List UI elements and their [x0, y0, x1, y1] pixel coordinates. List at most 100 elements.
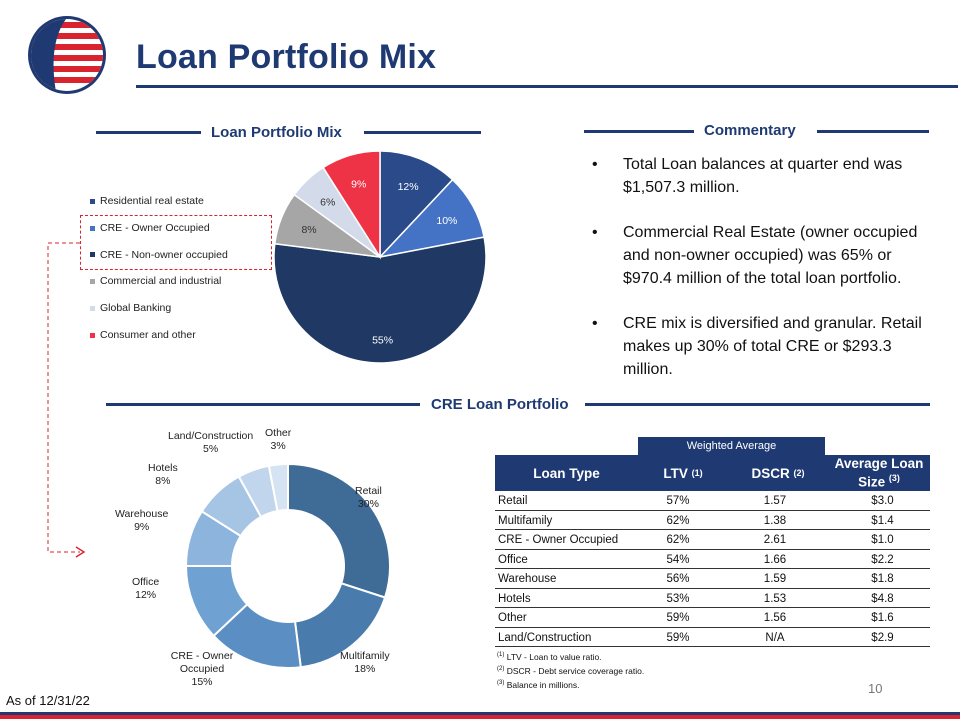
footer-bar-red — [0, 715, 960, 719]
legend-item-residential-real-estate: Residential real estate — [90, 195, 204, 207]
donut-slice-other — [267, 462, 289, 513]
legend-label: Residential real estate — [100, 195, 204, 207]
header-ltv: LTV (1) — [663, 465, 703, 481]
donut-category-label: Office — [132, 576, 160, 588]
pie-slice-residential-real-estate — [379, 150, 454, 259]
donut-slice-multifamily — [293, 582, 387, 669]
commentary-text: Total Loan balances at quarter end was $… — [623, 156, 903, 196]
commentary-text: Commercial Real Estate (owner occupied a… — [623, 224, 918, 287]
table-cell-dscr: 1.59 — [763, 573, 787, 585]
table-cell-type: Retail — [498, 495, 528, 507]
donut-label-hotels: Hotels 8% — [148, 462, 178, 488]
legend-item-cre-owner-occupied: CRE - Owner Occupied — [90, 222, 210, 234]
commentary-section-heading: Commentary — [704, 122, 796, 139]
donut-value-label: 12% — [135, 589, 157, 601]
pie-slice-cre-non-owner-occupied — [273, 236, 487, 364]
donut-category-label: Land/Construction — [168, 430, 254, 442]
as-of-date: As of 12/31/22 — [6, 693, 90, 708]
table-header-row: Loan Type LTV (1) DSCR (2) Average Loan … — [495, 455, 930, 491]
footnote-text: DSCR - Debt service coverage ratio. — [506, 666, 645, 676]
table-cell-type: Office — [498, 553, 528, 566]
cre-heading-rule-right — [585, 403, 930, 406]
bullet-dot: • — [592, 156, 598, 173]
pie-data-label: 10% — [436, 215, 457, 227]
pie-data-label: 55% — [372, 335, 393, 347]
donut-slice-retail — [287, 462, 391, 599]
cre-callout-box — [80, 215, 272, 270]
cre-heading-rule-left — [106, 403, 420, 406]
table-cell-type: Land/Construction — [498, 631, 592, 644]
table-cell-type: CRE - Owner Occupied — [498, 534, 619, 546]
donut-category-label: Warehouse — [115, 508, 169, 520]
table-row: Warehouse 56% 1.59 $1.8 — [495, 569, 930, 589]
table-cell-type: Multifamily — [498, 514, 553, 527]
page-number: 10 — [868, 681, 883, 696]
footer-bar-navy — [0, 712, 960, 715]
header-loan-type: Loan Type — [533, 465, 600, 481]
table-cell-type: Other — [498, 612, 527, 624]
pie-data-label: 12% — [398, 181, 419, 193]
bullet-dot: • — [592, 224, 598, 241]
table-cell-size: $2.9 — [871, 631, 894, 644]
footnote-mark: (2) — [497, 666, 505, 673]
donut-label-warehouse: Warehouse 9% — [115, 508, 168, 534]
legend-item-global-banking: Global Banking — [90, 302, 171, 314]
table-row: Other 59% 1.56 $1.6 — [495, 608, 930, 628]
table-row: CRE - Owner Occupied 62% 2.61 $1.0 — [495, 530, 930, 550]
table-cell-ltv: 62% — [666, 534, 690, 546]
table-row: Retail 57% 1.57 $3.0 — [495, 491, 930, 511]
pie-data-label: 6% — [320, 196, 335, 208]
pie-slice-consumer-and-other — [322, 150, 381, 260]
footnote-mark: (1) — [497, 652, 505, 659]
footnote-text: LTV - Loan to value ratio. — [506, 652, 602, 662]
table-cell-dscr: 1.38 — [763, 514, 787, 527]
pie-heading-rule-right — [364, 131, 481, 134]
table-cell-size: $1.4 — [871, 514, 894, 527]
table-cell-dscr: 1.53 — [763, 592, 787, 605]
legend-item-commercial-and-industrial: Commercial and industrial — [90, 275, 221, 287]
table-row: Office 54% 1.66 $2.2 — [495, 550, 930, 569]
table-footnote: (1) LTV - Loan to value ratio. — [497, 652, 602, 662]
donut-value-label: 8% — [155, 475, 171, 487]
legend-swatch — [90, 279, 95, 285]
table-cell-type: Warehouse — [498, 573, 557, 585]
table-cell-size: $1.0 — [871, 534, 894, 546]
legend-swatch — [90, 225, 95, 231]
table-cell-type: Hotels — [498, 592, 531, 605]
legend-swatch — [90, 332, 95, 338]
table-cell-ltv: 56% — [666, 573, 690, 585]
footnote-text: Balance in millions. — [506, 680, 580, 690]
legend-swatch — [90, 198, 95, 204]
table-cell-ltv: 54% — [666, 553, 690, 566]
header-dscr: DSCR (2) — [751, 465, 805, 481]
table-cell-ltv: 62% — [666, 514, 690, 527]
legend-swatch — [90, 305, 95, 311]
table-cell-ltv: 57% — [666, 495, 690, 507]
table-cell-size: $3.0 — [871, 495, 894, 507]
cre-portfolio-donut-chart — [184, 462, 391, 669]
table-cell-dscr: 1.66 — [763, 553, 787, 566]
title-underline — [136, 85, 958, 88]
commentary-text: CRE mix is diversified and granular. Ret… — [623, 315, 922, 378]
table-cell-ltv: 59% — [666, 631, 690, 644]
donut-category-label: Hotels — [148, 462, 178, 474]
cre-section-heading: CRE Loan Portfolio — [431, 396, 569, 413]
legend-label: Consumer and other — [100, 329, 196, 341]
company-logo — [28, 16, 106, 94]
table-cell-size: $2.2 — [871, 553, 894, 566]
legend-label: Global Banking — [100, 302, 172, 315]
header-average-loan-size: Average Loan Size (3) — [834, 456, 924, 490]
table-cell-size: $1.6 — [871, 612, 894, 624]
legend-swatch — [90, 252, 95, 258]
page-title: Loan Portfolio Mix — [136, 38, 437, 76]
table-cell-ltv: 53% — [666, 592, 690, 605]
pie-heading-rule-left — [96, 131, 201, 134]
pie-data-label: 9% — [351, 179, 366, 191]
table-cell-size: $1.8 — [871, 573, 894, 585]
table-footnote: (2) DSCR - Debt service coverage ratio. — [497, 666, 644, 676]
table-cell-dscr: 1.57 — [763, 495, 787, 507]
donut-label-other: Other 3% — [265, 427, 291, 453]
donut-category-label: Other — [265, 427, 292, 439]
bullet-dot: • — [592, 315, 598, 332]
footnote-mark: (3) — [497, 680, 505, 687]
